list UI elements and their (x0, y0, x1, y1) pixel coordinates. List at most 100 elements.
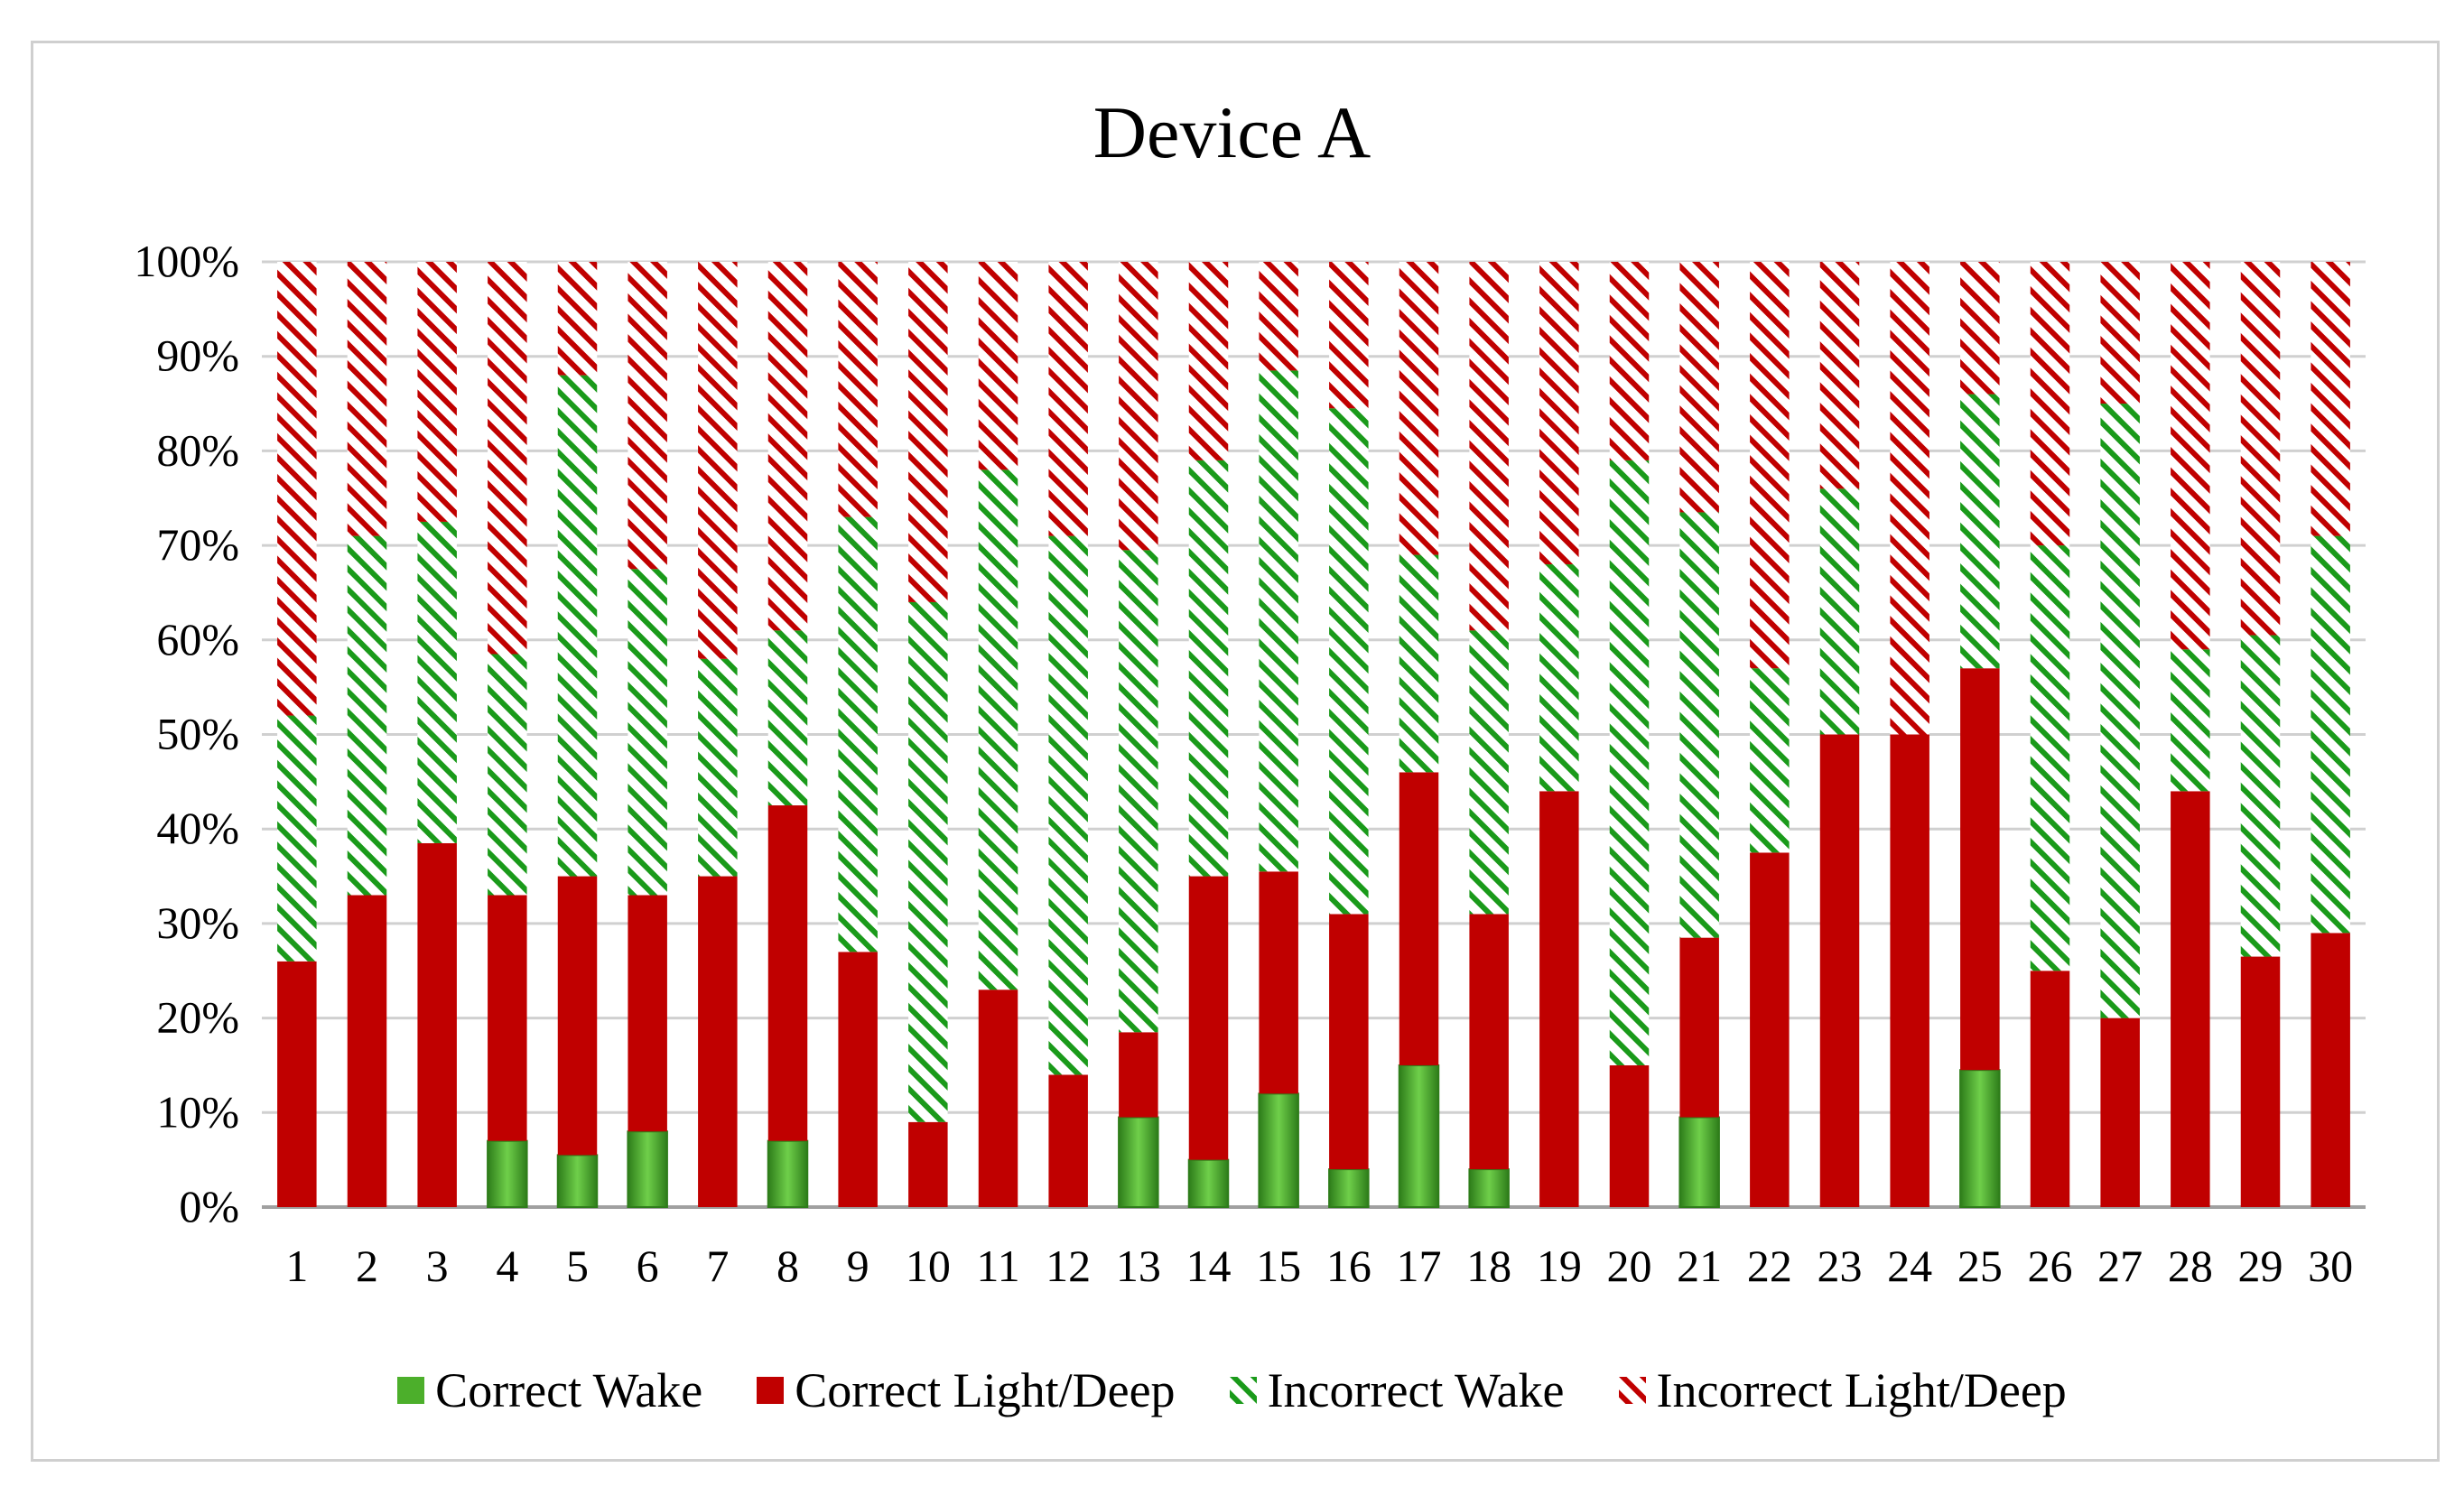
y-tick-label: 90% (156, 330, 239, 381)
x-tick-label: 17 (1397, 1240, 1442, 1291)
bar-correct-light-deep-29 (2240, 956, 2281, 1207)
legend-swatch-correct-light-deep (757, 1377, 785, 1404)
bar-incorrect-light-deep-27 (2100, 262, 2140, 404)
bar-incorrect-wake-18 (1469, 630, 1509, 915)
legend-item-correct-light-deep: Correct Light/Deep (757, 1362, 1176, 1418)
bar-correct-wake-8 (767, 1139, 809, 1208)
bar-correct-wake-21 (1678, 1116, 1720, 1209)
bar-incorrect-light-deep-19 (1539, 262, 1579, 565)
x-tick-label: 8 (776, 1240, 799, 1291)
bar-correct-light-deep-5 (557, 876, 598, 1156)
x-tick-label: 20 (1607, 1240, 1652, 1291)
bar-correct-light-deep-12 (1048, 1074, 1088, 1207)
bar-correct-light-deep-16 (1329, 914, 1369, 1170)
bar-correct-light-deep-30 (2311, 933, 2350, 1207)
bar-incorrect-light-deep-14 (1188, 262, 1229, 460)
x-tick-label: 15 (1256, 1240, 1301, 1291)
bar-correct-wake-18 (1468, 1168, 1510, 1208)
bar-incorrect-light-deep-10 (908, 262, 948, 602)
bar-incorrect-light-deep-25 (1960, 262, 2000, 395)
x-tick-label: 28 (2168, 1240, 2213, 1291)
y-tick-label: 100% (134, 236, 239, 286)
x-tick-label: 26 (2028, 1240, 2073, 1291)
x-tick-label: 11 (976, 1240, 1019, 1291)
x-tick-label: 14 (1186, 1240, 1232, 1291)
x-tick-label: 16 (1326, 1240, 1371, 1291)
legend-swatch-incorrect-wake (1229, 1377, 1257, 1404)
bar-correct-light-deep-27 (2100, 1017, 2140, 1207)
y-tick-label: 60% (156, 614, 239, 664)
bar-incorrect-light-deep-26 (2030, 262, 2070, 546)
bar-correct-wake-17 (1398, 1064, 1440, 1208)
x-tick-label: 22 (1747, 1240, 1792, 1291)
bar-correct-wake-16 (1328, 1168, 1370, 1208)
y-tick-label: 0% (179, 1181, 239, 1231)
bar-incorrect-light-deep-1 (277, 262, 317, 716)
x-tick-label: 6 (637, 1240, 659, 1291)
bar-incorrect-wake-21 (1679, 512, 1719, 938)
bar-incorrect-wake-26 (2030, 545, 2070, 971)
x-tick-label: 1 (285, 1240, 308, 1291)
bar-correct-wake-25 (1959, 1069, 2001, 1209)
x-tick-label: 3 (426, 1240, 449, 1291)
x-tick-label: 25 (1957, 1240, 2003, 1291)
bar-incorrect-wake-10 (908, 601, 948, 1122)
bar-correct-light-deep-3 (417, 842, 457, 1207)
bar-incorrect-light-deep-13 (1119, 262, 1158, 551)
y-tick-label: 10% (156, 1086, 239, 1137)
bar-incorrect-light-deep-16 (1329, 262, 1369, 409)
x-tick-label: 19 (1537, 1240, 1582, 1291)
x-tick-label: 13 (1116, 1240, 1161, 1291)
legend-item-correct-wake: Correct Wake (397, 1362, 702, 1418)
y-tick-label: 70% (156, 519, 239, 570)
bar-correct-light-deep-17 (1399, 772, 1439, 1065)
bar-correct-wake-6 (627, 1130, 668, 1208)
bar-correct-wake-4 (487, 1139, 528, 1208)
bar-incorrect-wake-7 (698, 658, 738, 877)
bar-incorrect-light-deep-6 (628, 262, 667, 570)
bar-correct-light-deep-24 (1890, 734, 1929, 1207)
x-tick-label: 4 (496, 1240, 518, 1291)
bar-incorrect-wake-6 (628, 569, 667, 896)
bar-incorrect-light-deep-11 (978, 262, 1018, 470)
bar-correct-light-deep-6 (628, 895, 667, 1132)
bar-incorrect-light-deep-7 (698, 262, 738, 659)
x-tick-label: 27 (2097, 1240, 2143, 1291)
x-tick-label: 12 (1046, 1240, 1091, 1291)
y-tick-label: 50% (156, 709, 239, 759)
bar-incorrect-wake-27 (2100, 404, 2140, 1018)
bar-incorrect-light-deep-5 (557, 262, 598, 376)
bar-correct-light-deep-19 (1539, 791, 1579, 1207)
bar-incorrect-wake-4 (488, 654, 527, 896)
legend-label-correct-wake: Correct Wake (435, 1363, 703, 1417)
x-tick-label: 30 (2308, 1240, 2353, 1291)
bar-correct-light-deep-22 (1750, 852, 1790, 1207)
bar-incorrect-light-deep-23 (1819, 262, 1860, 489)
legend-label-correct-light-deep: Correct Light/Deep (795, 1363, 1176, 1417)
bar-incorrect-light-deep-24 (1890, 262, 1929, 735)
bar-correct-light-deep-18 (1469, 914, 1509, 1170)
bar-incorrect-wake-8 (767, 630, 808, 806)
bar-incorrect-wake-17 (1399, 554, 1439, 773)
bar-incorrect-wake-22 (1750, 668, 1790, 853)
y-tick-label: 40% (156, 803, 239, 853)
legend-swatch-correct-wake (397, 1377, 425, 1404)
bar-incorrect-light-deep-8 (767, 262, 808, 631)
bar-incorrect-wake-5 (557, 375, 598, 877)
bar-incorrect-wake-29 (2240, 635, 2281, 957)
bar-incorrect-light-deep-17 (1399, 262, 1439, 555)
x-tick-label: 18 (1466, 1240, 1511, 1291)
bar-correct-light-deep-1 (277, 961, 317, 1207)
bar-correct-light-deep-4 (488, 895, 527, 1141)
legend-label-incorrect-light-deep: Incorrect Light/Deep (1656, 1363, 2067, 1417)
bar-incorrect-light-deep-22 (1750, 262, 1790, 669)
bar-incorrect-wake-11 (978, 469, 1018, 990)
bar-correct-light-deep-8 (767, 805, 808, 1141)
bar-correct-light-deep-13 (1119, 1032, 1158, 1118)
bar-correct-light-deep-2 (347, 895, 387, 1207)
bar-incorrect-light-deep-9 (838, 262, 878, 517)
legend-label-incorrect-wake: Incorrect Wake (1267, 1363, 1565, 1417)
bar-correct-light-deep-20 (1609, 1064, 1650, 1207)
bar-incorrect-wake-3 (417, 521, 457, 843)
